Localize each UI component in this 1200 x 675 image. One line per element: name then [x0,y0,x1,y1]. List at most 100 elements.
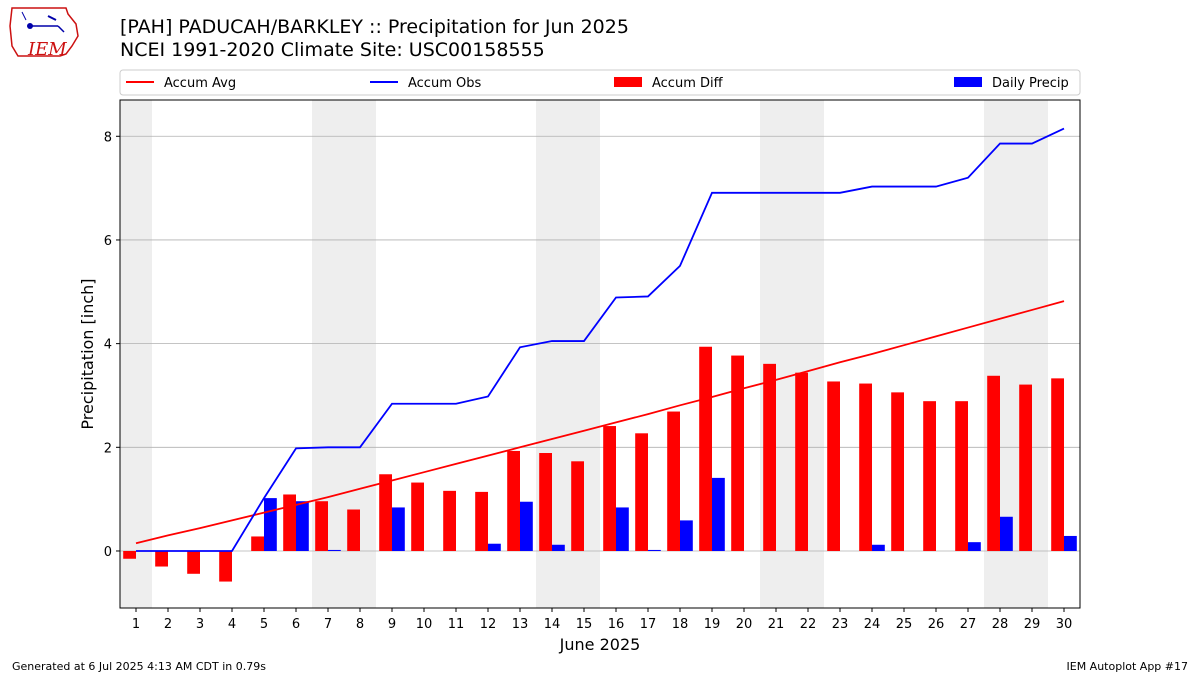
x-tick-label-1: 1 [132,617,140,632]
x-tick-label-3: 3 [196,617,204,632]
bar-accum-diff-day-12 [475,491,488,551]
bar-accum-diff-day-18 [667,411,680,551]
legend-label-accum-diff: Accum Diff [652,76,724,91]
bar-accum-diff-day-1 [123,550,136,559]
bar-accum-diff-day-21 [763,363,776,551]
bar-accum-diff-day-22 [795,372,808,551]
chart-title: [PAH] PADUCAH/BARKLEY :: Precipitation f… [120,16,629,38]
x-tick-label-4: 4 [228,617,236,632]
y-tick-label-4: 4 [104,338,112,353]
x-tick-label-10: 10 [416,617,433,632]
x-tick-label-11: 11 [448,617,465,632]
bar-accum-diff-day-8 [347,509,360,551]
y-tick-label-6: 6 [104,234,112,249]
x-tick-label-19: 19 [704,617,721,632]
x-tick-label-18: 18 [672,617,689,632]
shaded-day-1 [120,100,152,608]
legend-swatch-daily-precip [954,77,982,87]
bar-accum-diff-day-27 [955,401,968,551]
generated-timestamp: Generated at 6 Jul 2025 4:13 AM CDT in 0… [12,660,266,673]
x-tick-label-26: 26 [928,617,945,632]
bar-accum-diff-day-17 [635,433,648,551]
bar-daily-precip-day-19 [712,477,725,551]
bar-accum-diff-day-30 [1051,378,1064,551]
bar-accum-diff-day-29 [1019,384,1032,551]
series-lines [135,127,1065,552]
bar-daily-precip-day-28 [1000,516,1013,551]
x-tick-label-15: 15 [576,617,593,632]
bar-daily-precip-day-30 [1064,535,1077,551]
logo-text: IEM [28,39,67,60]
legend-label-daily-precip: Daily Precip [992,76,1069,91]
bar-accum-diff-day-11 [443,490,456,551]
line-accum-avg [135,300,1065,545]
x-tick-label-30: 30 [1056,617,1073,632]
x-tick-label-5: 5 [260,617,268,632]
bar-accum-diff-day-23 [827,381,840,551]
x-tick-label-20: 20 [736,617,753,632]
bar-daily-precip-day-14 [552,544,565,551]
x-tick-label-23: 23 [832,617,849,632]
legend-box [119,69,1081,96]
x-tick-label-8: 8 [356,617,364,632]
x-tick-label-9: 9 [388,617,396,632]
x-tick-label-27: 27 [960,617,977,632]
x-axis-label: June 2025 [559,635,641,654]
bar-daily-precip-day-17 [648,549,661,551]
bar-accum-diff-day-3 [187,550,200,574]
bar-accum-diff-day-15 [571,461,584,551]
bar-daily-precip-day-24 [872,544,885,551]
bar-daily-precip-day-16 [616,507,629,551]
x-tick-label-29: 29 [1024,617,1041,632]
bar-accum-diff-day-9 [379,474,392,551]
bar-daily-precip-day-13 [520,501,533,551]
legend-label-accum-obs: Accum Obs [408,76,481,91]
x-tick-label-6: 6 [292,617,300,632]
legend-swatch-accum-diff [614,77,642,87]
x-tick-label-21: 21 [768,617,785,632]
x-tick-label-28: 28 [992,617,1009,632]
y-axis-label: Precipitation [inch] [78,278,97,429]
x-tick-label-16: 16 [608,617,625,632]
grid-lines [120,135,1080,552]
x-tick-label-14: 14 [544,617,561,632]
bar-accum-diff-day-28 [987,375,1000,551]
bar-accum-diff-day-25 [891,392,904,551]
bar-daily-precip-day-27 [968,542,981,551]
bar-accum-diff-day-13 [507,450,520,551]
bar-accum-diff-day-16 [603,426,616,551]
x-tick-label-25: 25 [896,617,913,632]
bars [123,346,1077,582]
y-tick-label-0: 0 [104,545,112,560]
x-tick-label-17: 17 [640,617,657,632]
bar-accum-diff-day-19 [699,346,712,551]
bar-daily-precip-day-6 [296,501,309,551]
plot-frame [119,99,1081,609]
bar-accum-diff-day-4 [219,550,232,582]
bar-accum-diff-day-6 [283,494,296,551]
x-tick-label-2: 2 [164,617,172,632]
iowa-map-icon [9,7,79,57]
bar-daily-precip-day-5 [264,498,277,551]
line-accum-obs [136,127,1065,552]
legend: Accum Avg Accum Obs Accum Diff Daily Precip [119,69,1081,96]
bar-daily-precip-day-7 [328,549,341,551]
x-tick-label-12: 12 [480,617,497,632]
legend-label-accum-avg: Accum Avg [164,76,236,91]
y-tick-label-2: 2 [104,441,112,456]
y-tick-label-8: 8 [104,130,112,145]
x-tick-label-22: 22 [800,617,817,632]
bar-accum-diff-day-7 [315,501,328,551]
bar-accum-diff-day-26 [923,401,936,551]
bar-daily-precip-day-9 [392,507,405,551]
bar-accum-diff-day-5 [251,536,264,551]
bar-accum-diff-day-24 [859,383,872,551]
chart-subtitle: NCEI 1991-2020 Climate Site: USC00158555 [120,39,545,61]
bar-accum-diff-day-10 [411,482,424,551]
iem-logo: IEM [8,6,80,60]
bar-daily-precip-day-12 [488,543,501,551]
x-tick-label-24: 24 [864,617,881,632]
x-tick-label-13: 13 [512,617,529,632]
